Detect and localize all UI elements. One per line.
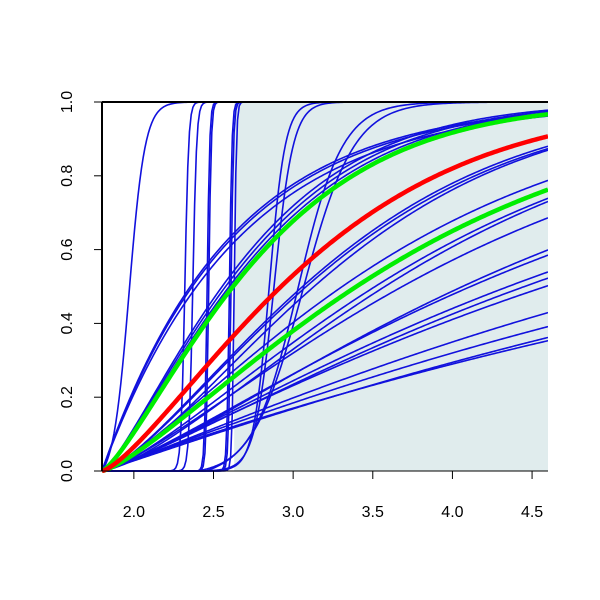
y-tick-label: 0.6 [59,238,76,260]
ticks-layer: 2.0 2.5 3.0 3.5 4.0 4.5 0.0 0.2 0.4 0.6 0.8 1.0 [59,91,543,521]
x-tick-label: 4.0 [441,504,463,521]
series-line-blue [102,147,548,472]
series-line-blue [102,110,548,472]
y-tick-label: 0.4 [59,312,76,334]
y-tick-label: 0.0 [59,460,76,482]
series-line-blue [102,284,548,472]
series-line-red [102,134,548,473]
series-line-green [102,187,548,473]
series-line-blue [102,197,548,472]
x-tick-label: 3.5 [362,504,384,521]
axes-layer [101,101,548,472]
x-tick-label: 2.5 [202,504,224,521]
x-tick-label: 4.5 [521,504,543,521]
x-tick-label: 2.0 [123,504,145,521]
series-line-blue [102,200,548,472]
series-line-blue [102,254,548,472]
y-tick-label: 1.0 [59,91,76,113]
series-line-blue [102,179,548,472]
series-line-blue [102,109,548,472]
series-line-blue [102,217,548,472]
series-line-blue [102,325,548,472]
series-line-blue [102,145,548,472]
series-line-green [102,112,548,473]
series-line-blue [102,339,548,472]
x-tick-label: 3.0 [282,504,304,521]
y-tick-label: 0.2 [59,386,76,408]
series-line-blue [102,113,548,472]
series-line-blue [102,277,548,472]
y-tick-label: 0.8 [59,165,76,187]
